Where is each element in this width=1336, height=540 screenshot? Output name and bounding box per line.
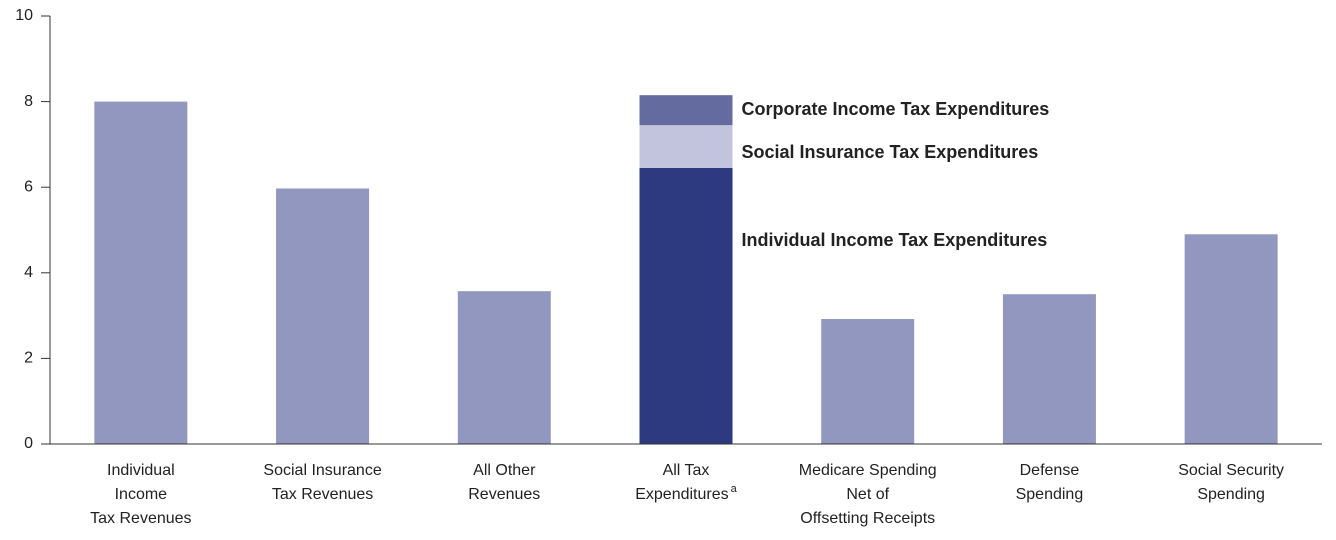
x-tick-label: Income — [115, 486, 168, 503]
x-tick-label: Tax Revenues — [90, 510, 191, 527]
bar — [457, 291, 551, 444]
segment-label: Corporate Income Tax Expenditures — [742, 99, 1050, 119]
bar — [276, 188, 370, 444]
stack-segment — [639, 95, 733, 126]
x-tick-label: Social Insurance — [263, 462, 381, 479]
bar — [821, 319, 915, 444]
x-tick-label: All Tax — [663, 462, 710, 479]
stack-segment — [639, 167, 733, 444]
x-tick-label: All Other — [473, 462, 536, 479]
y-tick-label: 10 — [15, 7, 33, 24]
y-tick-label: 0 — [24, 435, 33, 452]
segment-label: Social Insurance Tax Expenditures — [742, 142, 1039, 162]
bar — [1184, 234, 1278, 444]
bar — [1002, 294, 1096, 444]
x-tick-label: Defense — [1020, 462, 1080, 479]
x-tick-label: Offsetting Receipts — [800, 510, 935, 527]
x-tick-label: Spending — [1197, 486, 1265, 503]
y-tick-label: 8 — [24, 93, 33, 110]
footnote-mark: a — [731, 483, 738, 495]
x-tick-label-text: Expenditures — [635, 486, 728, 503]
x-tick-label: Expenditures a — [635, 483, 737, 503]
stack-segment — [639, 125, 733, 168]
bar — [94, 101, 188, 444]
y-tick-label: 6 — [24, 178, 33, 195]
x-tick-label: Tax Revenues — [272, 486, 373, 503]
x-tick-label: Spending — [1016, 486, 1084, 503]
x-tick-label: Medicare Spending — [799, 462, 937, 479]
x-tick-label: Net of — [846, 486, 889, 503]
x-tick-label: Revenues — [468, 486, 540, 503]
y-tick-label: 4 — [24, 264, 33, 281]
y-tick-label: 2 — [24, 350, 33, 367]
segment-label: Individual Income Tax Expenditures — [742, 230, 1048, 250]
x-tick-label: Social Security — [1178, 462, 1284, 479]
x-tick-label: Individual — [107, 462, 175, 479]
